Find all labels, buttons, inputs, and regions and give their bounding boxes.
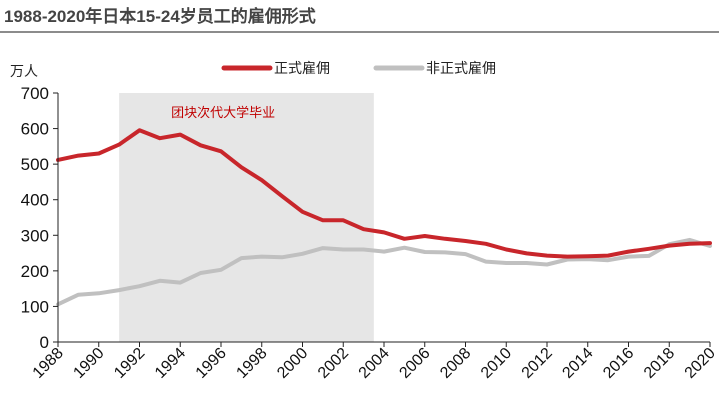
y-tick-label: 200 <box>21 262 49 281</box>
legend: 正式雇佣 非正式雇佣 <box>221 60 496 77</box>
y-tick-label: 400 <box>21 191 49 210</box>
shaded-period <box>119 93 374 342</box>
y-tick-label: 500 <box>21 155 49 174</box>
y-tick-label: 700 <box>21 84 49 103</box>
y-axis-label: 万人 <box>10 64 38 80</box>
x-tick-label: 1996 <box>193 345 230 382</box>
legend-label-0: 正式雇佣 <box>274 60 330 77</box>
x-tick-label: 2010 <box>478 345 515 382</box>
y-tick-label: 0 <box>40 333 49 352</box>
x-tick-label: 2008 <box>437 345 474 382</box>
y-tick-label: 600 <box>21 120 49 139</box>
x-tick-label: 2012 <box>519 345 556 382</box>
x-tick-label: 1990 <box>70 345 107 382</box>
title-divider <box>0 31 719 33</box>
x-tick-label: 2000 <box>274 345 311 382</box>
x-tick-label: 2004 <box>356 345 393 382</box>
legend-label-1: 非正式雇佣 <box>426 60 496 77</box>
x-tick-label: 2014 <box>559 345 596 382</box>
x-tick-label: 2002 <box>315 345 352 382</box>
x-tick-label: 1998 <box>233 345 270 382</box>
x-tick-label: 2018 <box>641 345 678 382</box>
x-tick-label: 2020 <box>682 345 719 382</box>
series-line-1 <box>56 237 712 307</box>
x-tick-label: 1992 <box>111 345 148 382</box>
x-tick-label: 1988 <box>30 345 67 382</box>
chart-title: 1988-2020年日本15-24岁员工的雇佣形式 <box>4 7 316 26</box>
x-tick-label: 2006 <box>396 345 433 382</box>
y-tick-label: 300 <box>21 226 49 245</box>
y-tick-label: 100 <box>21 297 49 316</box>
x-tick-label: 2016 <box>600 345 637 382</box>
shaded-period-annotation: 团块次代大学毕业 <box>171 105 275 121</box>
x-tick-label: 1994 <box>152 345 189 382</box>
series-line-0 <box>56 128 712 259</box>
